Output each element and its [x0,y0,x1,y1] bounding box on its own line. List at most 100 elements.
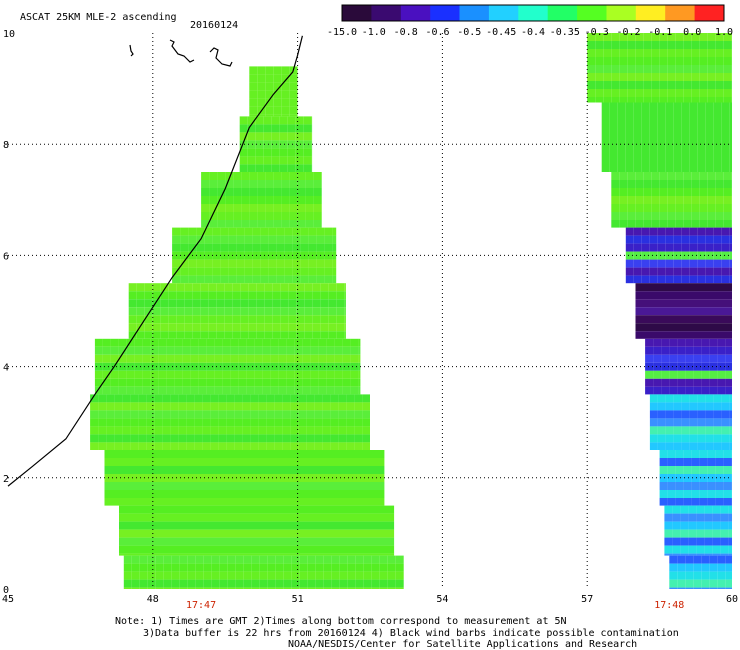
swath-cell [723,283,732,292]
swath-cell [203,587,212,589]
swath-cell [256,307,265,316]
swath-cell [248,299,257,308]
swath-cell [257,114,266,117]
swath-cell [633,243,642,252]
swath-cell [276,235,285,244]
swath-cell [247,529,255,538]
swath-cell [225,204,234,212]
swath-cell [355,579,364,588]
swath-cell [625,118,634,127]
swath-cell [102,346,111,355]
swath-cell [194,434,203,443]
swath-cell [697,259,706,268]
swath-cell [717,555,726,564]
swath-cell [196,227,205,236]
swath-cell [106,434,115,443]
swath-cell [699,315,708,324]
swath-cell [705,410,714,419]
swath-cell [217,204,226,212]
swath-cell [635,49,644,57]
swath-cell [675,291,684,300]
swath-cell [715,291,724,300]
swath-cell [275,587,284,589]
swath-cell [359,529,367,538]
swath-cell [136,291,145,300]
swath-cell [691,73,700,81]
swath-cell [587,65,596,73]
swath-cell [216,450,225,458]
swath-cell [697,166,706,172]
swath-cell [191,513,199,522]
swath-cell [295,156,304,165]
swath-cell [313,180,322,188]
swath-cell [376,466,385,474]
swath-cell [312,315,321,324]
swath-cell [601,102,610,111]
swath-cell [204,267,213,276]
swath-cell [265,196,274,204]
swath-cell [681,227,690,236]
swath-cell [122,426,131,435]
swath-cell [272,307,281,316]
swath-cell [281,196,290,204]
swath-cell [242,434,251,443]
swath-cell [609,110,618,119]
swath-cell [645,386,654,395]
swath-cell [248,331,257,339]
swath-cell [669,555,678,564]
swath-cell [633,134,642,143]
swath-cell [270,386,279,395]
swath-cell [195,587,204,589]
swath-cell [355,587,364,589]
swath-cell [625,275,634,284]
swath-cell [262,338,271,347]
swath-cell [127,521,135,530]
swath-cell [256,331,265,339]
swath-cell [114,434,123,443]
swath-cell [207,545,215,554]
swath-cell [318,370,327,379]
swath-cell [279,148,288,157]
swath-cell [171,571,180,580]
swath-cell [220,235,229,244]
swath-cell [281,82,290,91]
swath-cell [326,378,335,387]
swath-cell [290,442,299,450]
swath-cell [176,307,185,316]
island [169,39,195,63]
swath-cell [667,482,676,490]
swath-cell [242,410,251,419]
swath-cell [322,410,331,419]
swath-cell [712,545,721,554]
swath-cell [335,545,343,554]
swath-cell [675,65,684,73]
swath-cell [112,482,121,490]
swath-cell [240,482,249,490]
swath-cell [104,466,113,474]
swath-cell [709,370,718,379]
swath-cell [271,537,279,546]
swath-cell [665,410,674,419]
swath-cell [346,402,355,411]
swath-cell [693,362,702,371]
swath-cell [693,346,702,355]
swath-cell [360,490,369,498]
swath-cell [187,555,196,564]
swath-cell [208,307,217,316]
swath-cell [280,482,289,490]
swath-cell [236,243,245,252]
swath-cell [673,110,682,119]
swath-cell [645,370,654,379]
swath-cell [320,299,329,308]
swath-cell [705,134,714,143]
swath-cell [152,331,161,339]
swath-cell [723,81,732,89]
swath-cell [202,394,211,403]
swath-cell [350,370,359,379]
swath-cell [627,172,636,180]
swath-cell [194,410,203,419]
swath-cell [308,227,317,236]
swath-cell [207,537,215,546]
swath-cell [247,164,256,172]
swath-cell [707,315,716,324]
